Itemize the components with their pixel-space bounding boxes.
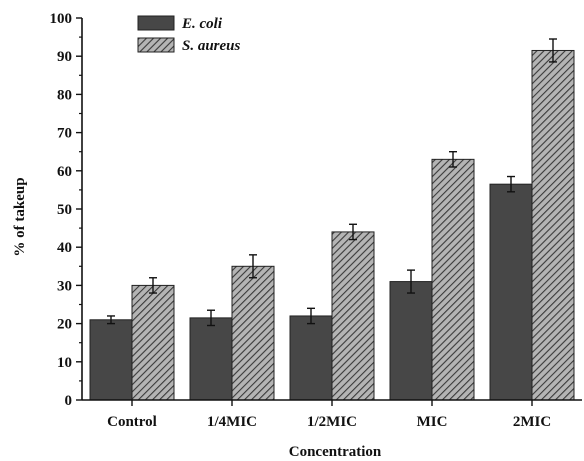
bars-layer	[89, 49, 575, 401]
error-bar-ecoli-4	[507, 175, 515, 193]
y-tick-label: 80	[57, 87, 72, 103]
y-axis-title: % of takeup	[12, 177, 28, 256]
error-bar-ecoli-0	[107, 315, 115, 325]
bar-saureus-4	[531, 49, 575, 401]
x-tick-label: 2MIC	[513, 414, 551, 430]
y-tick-label: 20	[57, 317, 72, 333]
bar-saureus-2	[331, 231, 375, 401]
y-tick-label: 60	[57, 164, 72, 180]
bar-saureus-3	[431, 158, 475, 401]
y-tick-label: 70	[57, 126, 72, 142]
error-bar-ecoli-1	[207, 309, 215, 327]
y-tick-label: 100	[50, 11, 73, 27]
bar-ecoli-4	[489, 183, 533, 401]
y-tick-label: 90	[57, 49, 72, 65]
y-tick-label: 40	[57, 240, 72, 256]
y-tick-label: 0	[65, 393, 73, 409]
bar-ecoli-2	[289, 315, 333, 401]
error-bar-ecoli-3	[407, 269, 415, 294]
bar-saureus-0	[131, 284, 175, 401]
legend-swatch-ecoli	[137, 15, 175, 31]
error-bar-ecoli-2	[307, 307, 315, 325]
x-axis-title: Concentration	[289, 444, 382, 460]
legend-swatch-saureus	[137, 37, 175, 53]
error-bar-saureus-2	[349, 223, 357, 241]
x-tick-label: Control	[107, 414, 157, 430]
x-tick-label: 1/2MIC	[307, 414, 357, 430]
legend-label-saureus: S. aureus	[182, 38, 241, 54]
y-tick-label: 10	[57, 355, 72, 371]
bar-ecoli-3	[389, 281, 433, 401]
legend: E. coli S. aureus	[137, 15, 241, 54]
y-tick-label: 50	[57, 202, 72, 218]
error-bars-layer	[107, 38, 557, 327]
bar-ecoli-1	[189, 317, 233, 401]
error-bar-saureus-4	[549, 38, 557, 63]
error-bar-saureus-3	[449, 150, 457, 168]
x-tick-label: 1/4MIC	[207, 414, 257, 430]
error-bar-saureus-0	[149, 277, 157, 294]
y-tick-label: 30	[57, 278, 72, 294]
x-tick-label: MIC	[417, 414, 448, 430]
axes-layer: 0 10 20 30 40 50 60 70 80 90 100 Control 1/4MIC 1/2MI…	[50, 11, 582, 430]
legend-label-ecoli: E. coli	[181, 16, 223, 32]
bar-ecoli-0	[89, 319, 133, 401]
bar-saureus-1	[231, 265, 275, 401]
error-bar-saureus-1	[249, 254, 257, 279]
